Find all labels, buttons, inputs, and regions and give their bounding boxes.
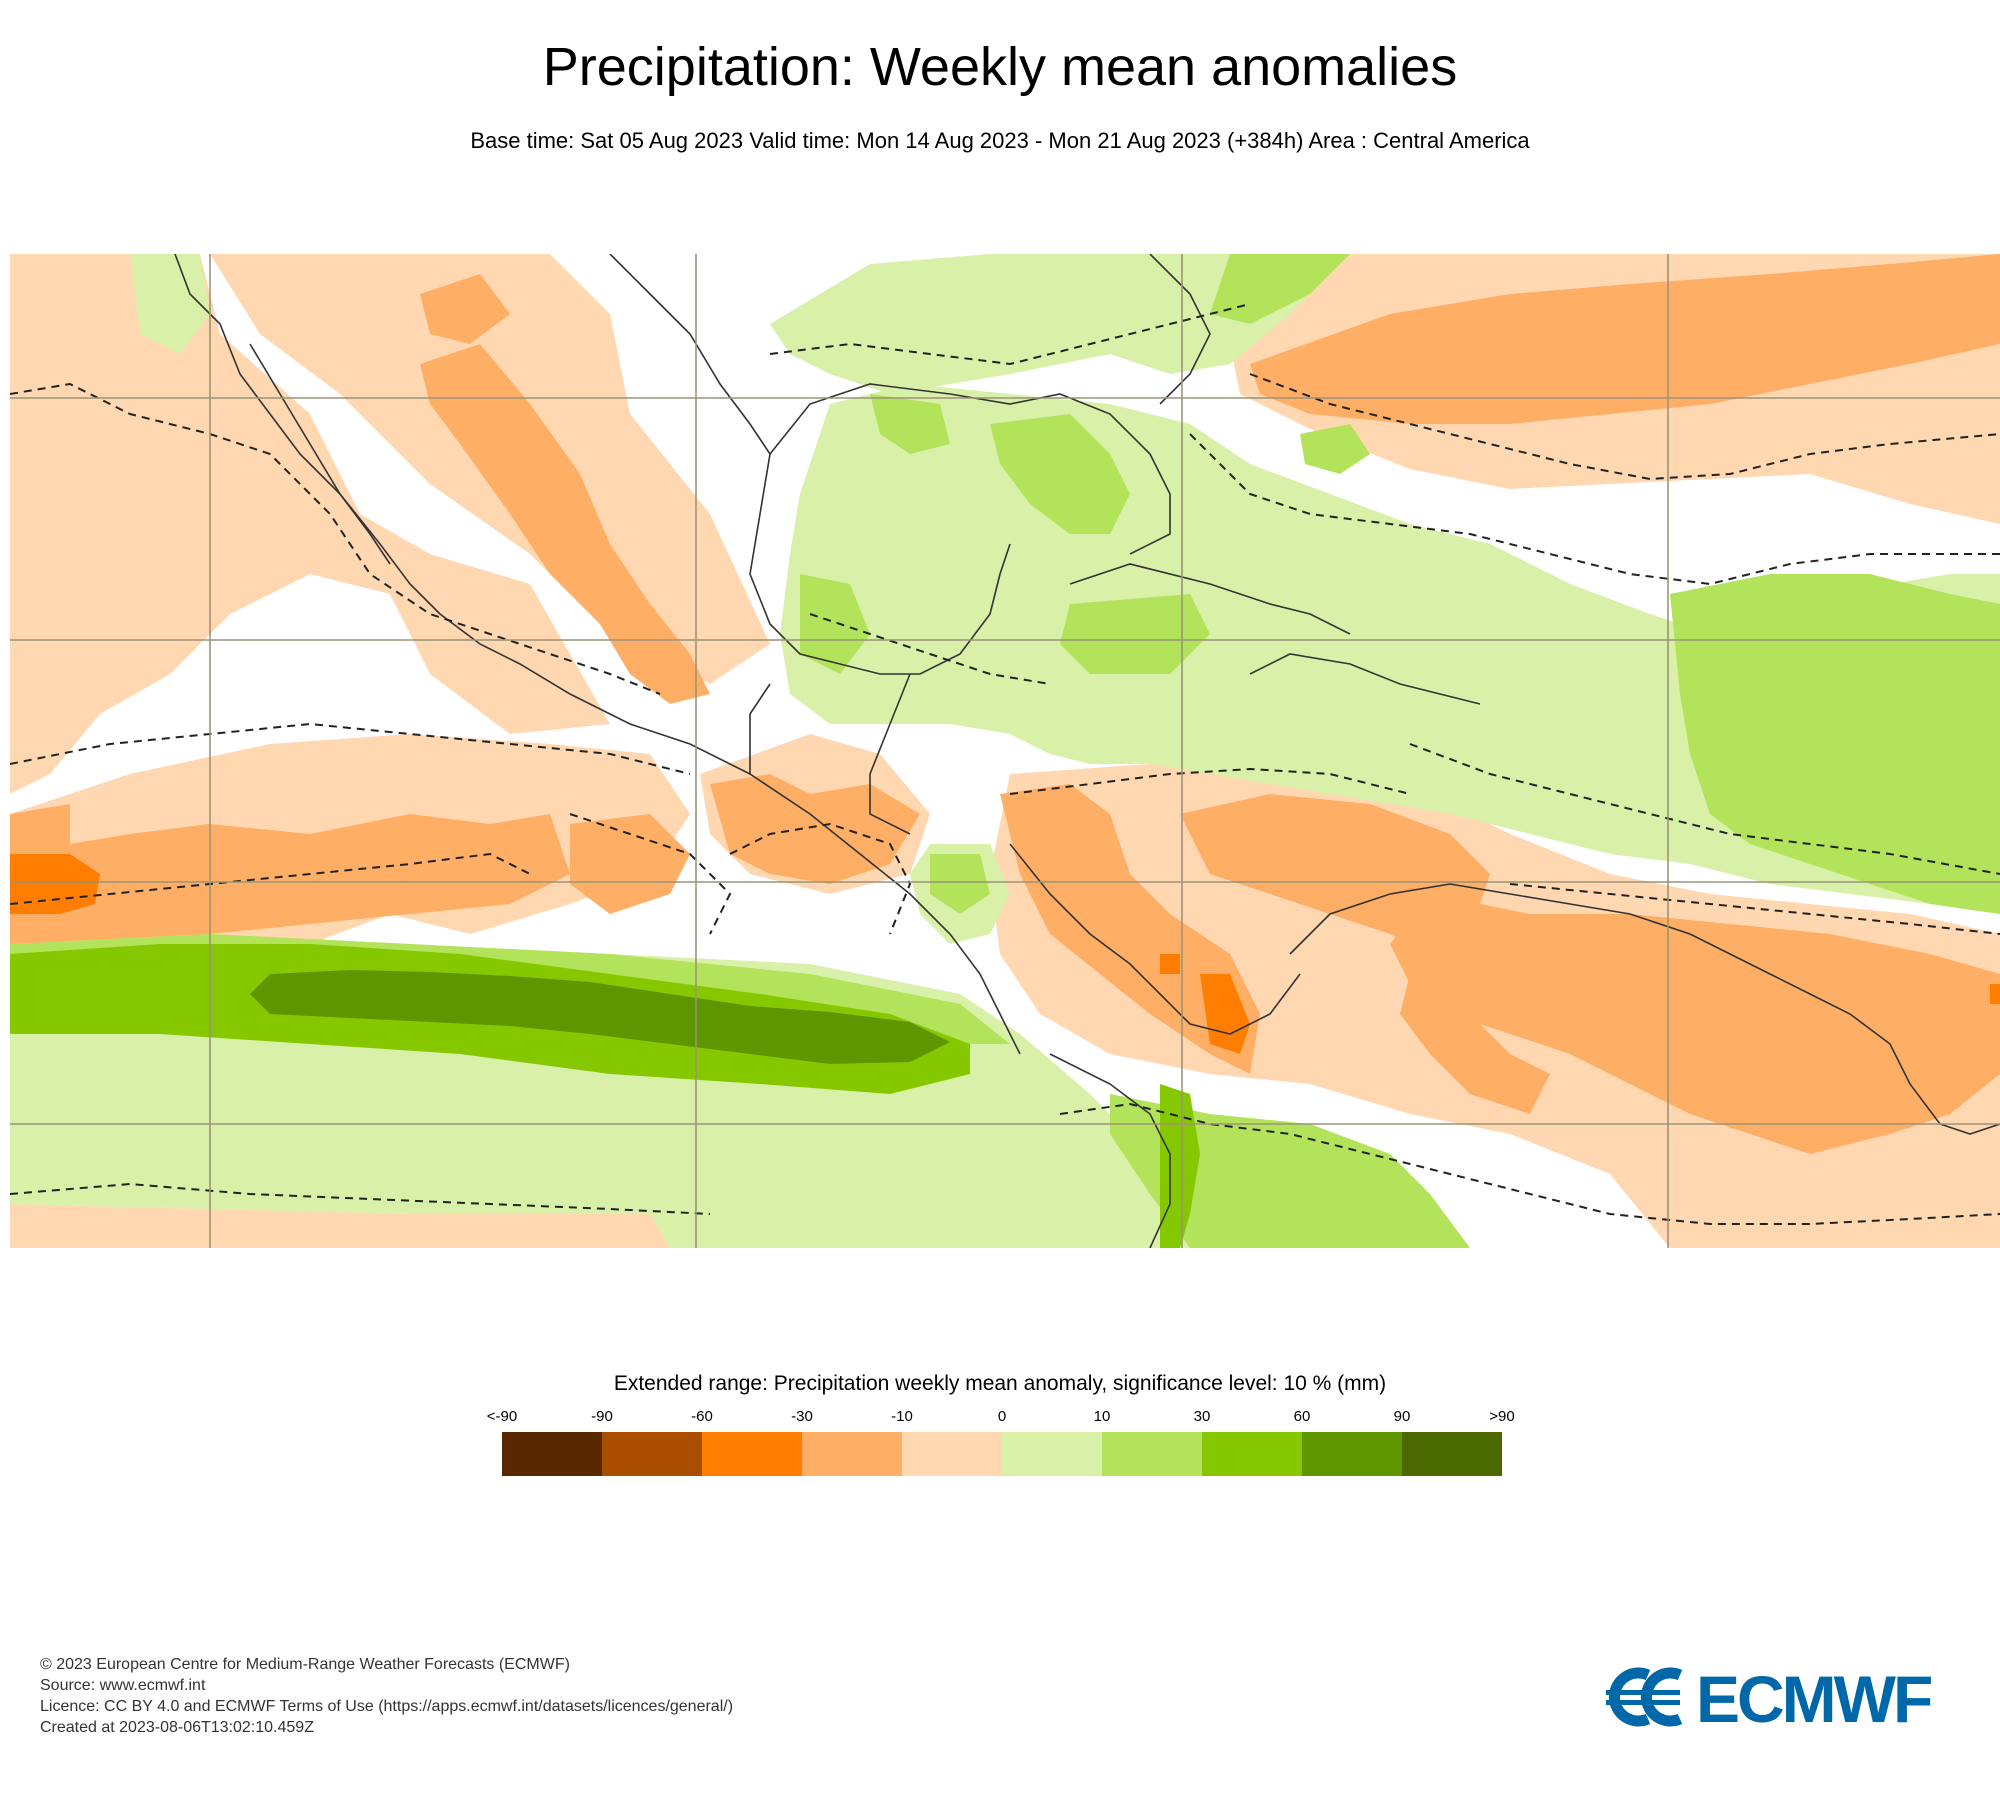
legend-swatch — [902, 1432, 1002, 1476]
legend-swatch — [802, 1432, 902, 1476]
legend-swatch — [502, 1432, 602, 1476]
legend-tick: 90 — [1393, 1408, 1411, 1425]
legend-tick: -10 — [891, 1408, 913, 1425]
legend-colorbar — [502, 1432, 1502, 1476]
legend-tick: 10 — [1093, 1408, 1111, 1425]
negative-mid-regions — [10, 254, 2000, 1154]
legend-tick: <-90 — [486, 1408, 518, 1425]
ecmwf-emblem-bars — [1606, 1690, 1680, 1705]
legend-tick: 60 — [1293, 1408, 1311, 1425]
significance-contours — [10, 303, 2000, 1225]
legend-tick: -60 — [691, 1408, 713, 1425]
legend-swatch — [1302, 1432, 1402, 1476]
legend-swatch — [1202, 1432, 1302, 1476]
legend-tick: 30 — [1193, 1408, 1211, 1425]
chart-subtitle: Base time: Sat 05 Aug 2023 Valid time: M… — [470, 128, 1530, 153]
logo-text: ECMWF — [1696, 1662, 1931, 1732]
legend-tick: -30 — [791, 1408, 813, 1425]
chart-title: Precipitation: Weekly mean anomalies — [542, 37, 1458, 97]
legend-swatch — [702, 1432, 802, 1476]
footer-created: Created at 2023-08-06T13:02:10.459Z — [40, 1719, 314, 1736]
legend-swatch — [1002, 1432, 1102, 1476]
legend-swatch — [1402, 1432, 1502, 1476]
footer-source: Source: www.ecmwf.int — [40, 1677, 206, 1694]
legend-tick: >90 — [1489, 1408, 1515, 1425]
negative-strong-regions — [10, 854, 2000, 1054]
ecmwf-logo: ECMWF — [1596, 1662, 1976, 1736]
anomaly-map — [10, 254, 2000, 1248]
coastlines — [174, 254, 2000, 1248]
positive-dark-regions — [250, 970, 950, 1064]
footer-copyright: © 2023 European Centre for Medium-Range … — [40, 1656, 570, 1673]
map-gridlines — [10, 254, 2000, 1248]
footer-licence: Licence: CC BY 4.0 and ECMWF Terms of Us… — [40, 1698, 734, 1715]
legend-title: Extended range: Precipitation weekly mea… — [613, 1372, 1387, 1395]
legend-swatch — [1102, 1432, 1202, 1476]
legend-tick: 0 — [997, 1408, 1007, 1425]
footer: © 2023 European Centre for Medium-Range … — [40, 1654, 733, 1738]
ecmwf-emblem-icon — [1608, 1667, 1683, 1727]
legend-tick: -90 — [591, 1408, 613, 1425]
legend-swatch — [602, 1432, 702, 1476]
legend-ticks: <-90 -90 -60 -30 -10 0 10 30 60 90 >90 — [470, 1408, 1530, 1428]
